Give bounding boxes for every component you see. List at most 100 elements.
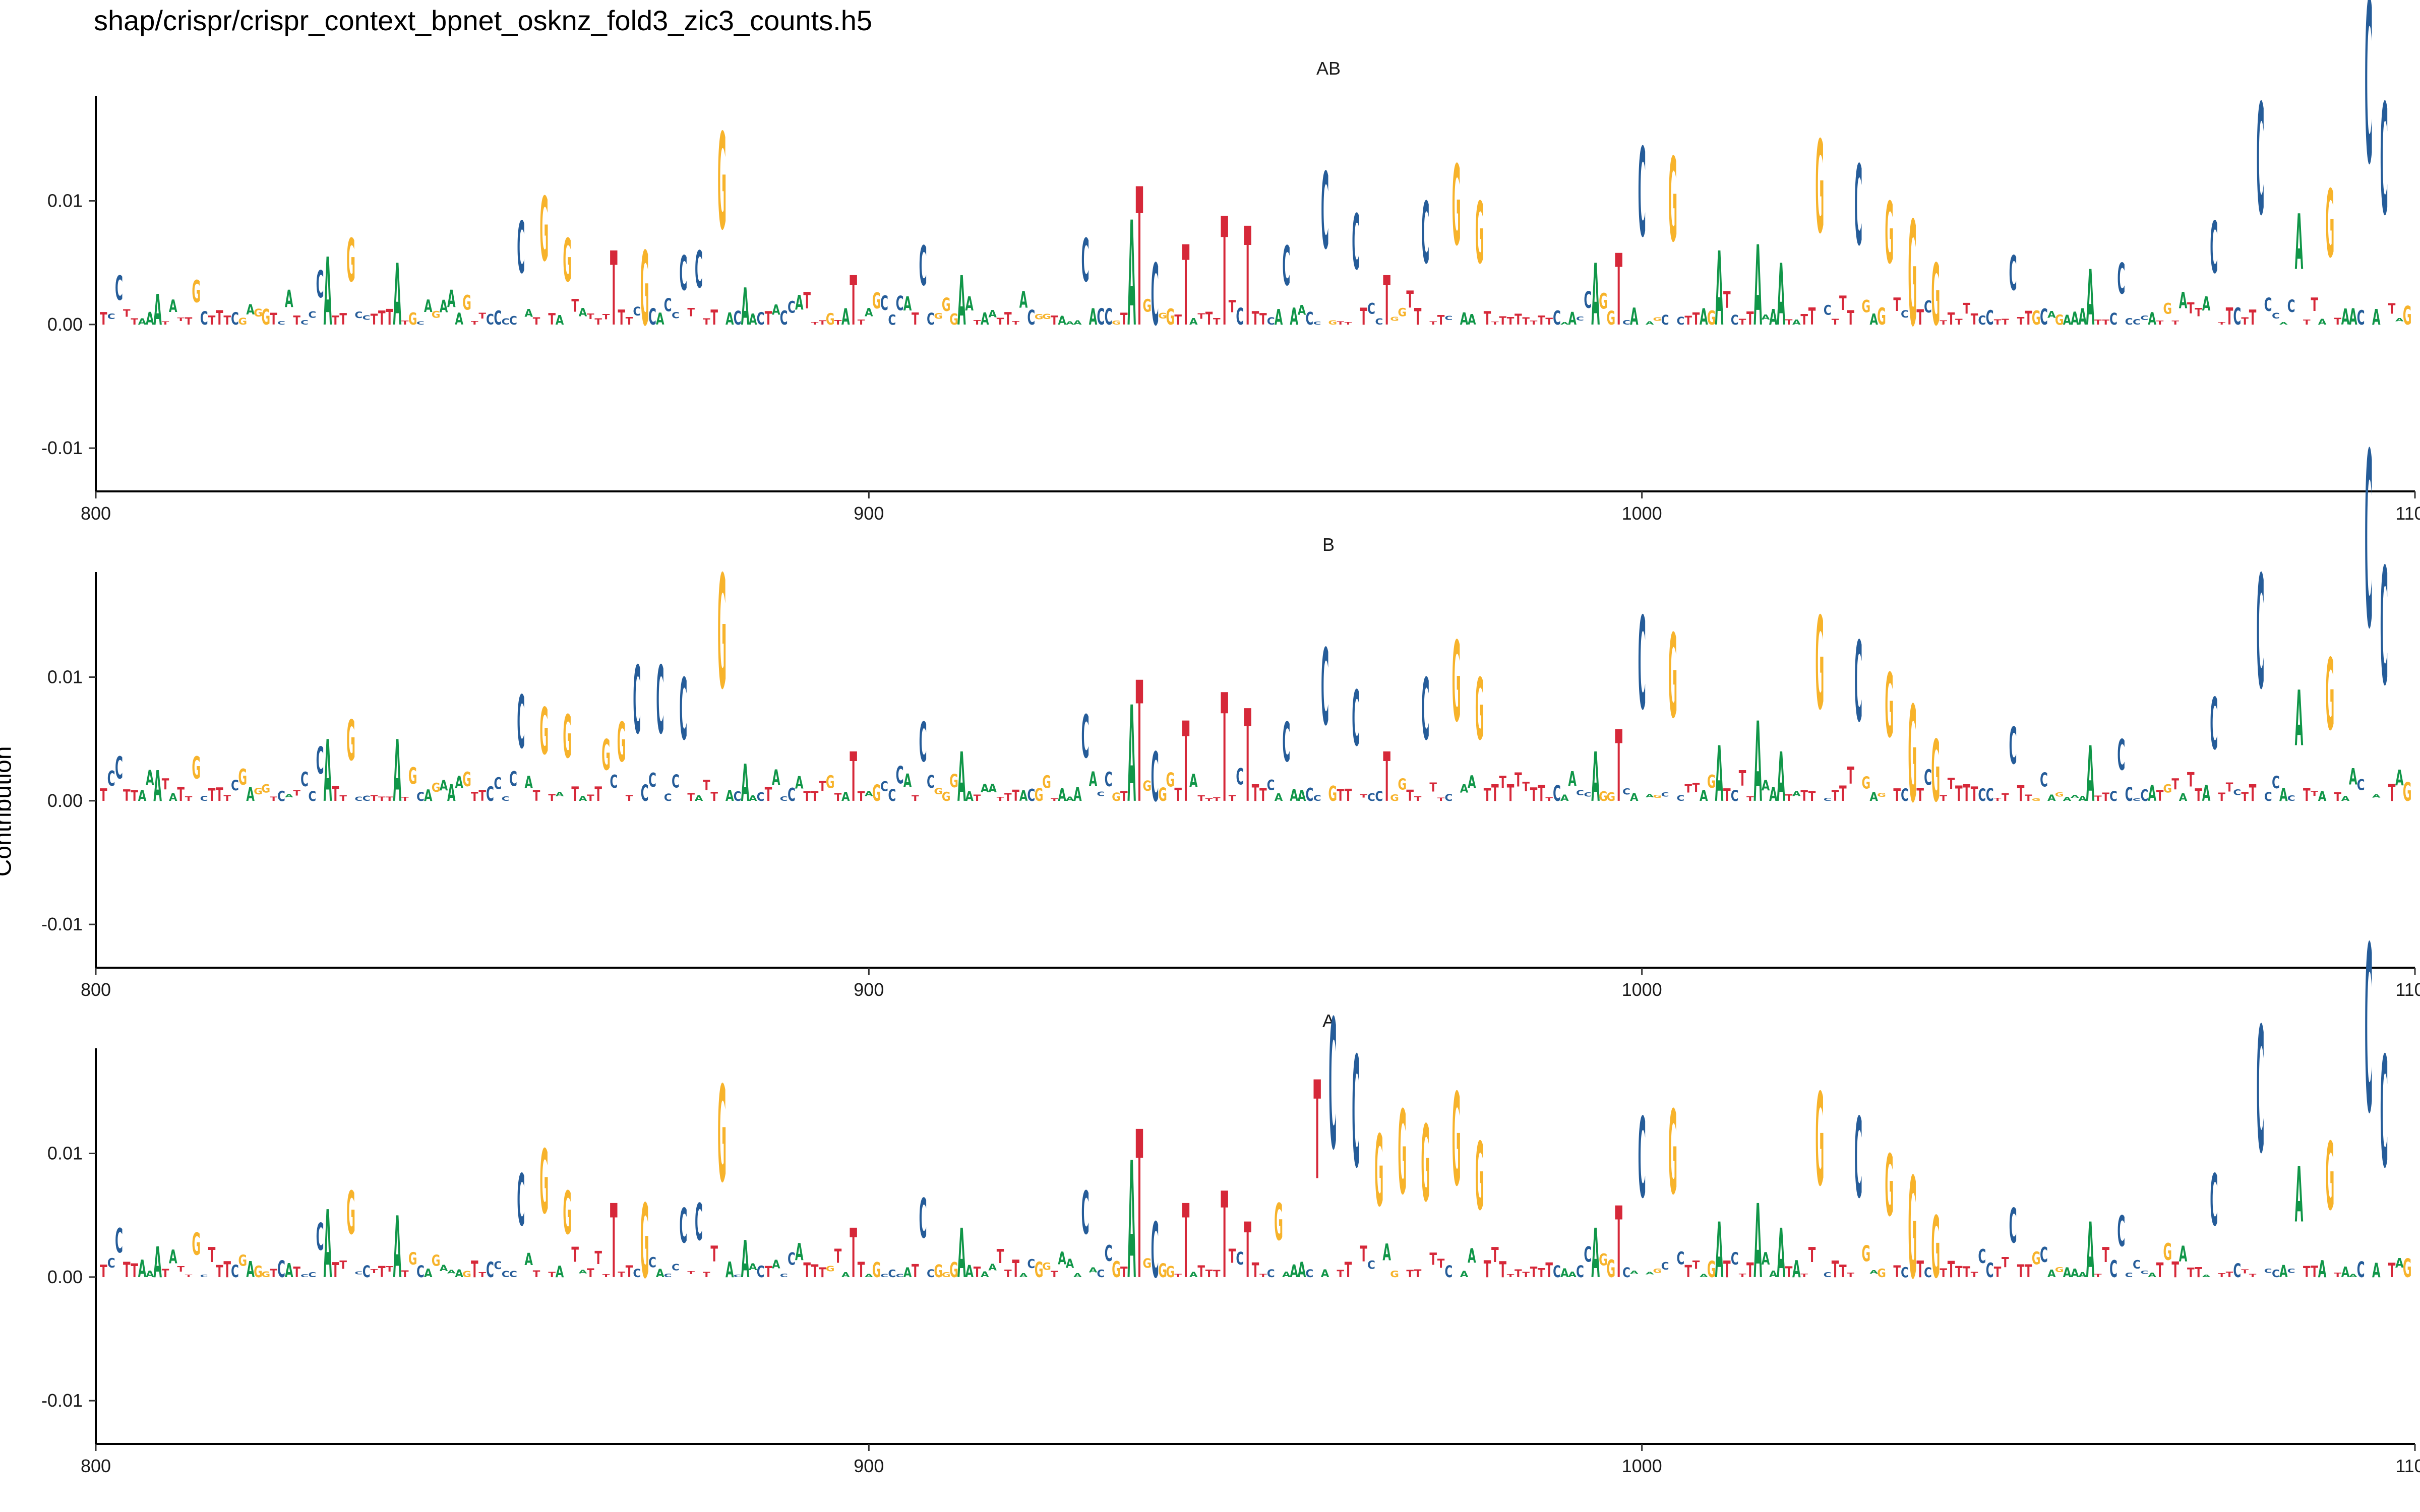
logo-letter-G: G: [1035, 784, 1044, 805]
logo-letter-T: T: [2249, 1273, 2257, 1278]
logo-letter-A: A: [2202, 781, 2211, 806]
logo-letter-T: T: [687, 306, 695, 320]
logo-letter-T: T: [1259, 1273, 1267, 1279]
logo-letter-A: A: [1089, 304, 1098, 330]
logo-letter-A: A: [1189, 771, 1198, 792]
logo-letter-C: C: [1638, 122, 1646, 265]
logo-letter-T: T: [401, 1268, 409, 1279]
logo-letter-C: C: [1576, 789, 1584, 798]
logo-letter-C: C: [679, 247, 687, 302]
logo-letter-A: A: [146, 1269, 154, 1279]
logo-letter-T: T: [223, 313, 231, 328]
logo-letter-G: G: [949, 1258, 958, 1282]
logo-letter-C: C: [2365, 0, 2373, 215]
logo-letter-C: C: [1375, 789, 1383, 804]
logo-letter-C: C: [734, 1274, 742, 1278]
logo-letter-C: C: [1027, 305, 1035, 329]
logo-letter-A: A: [1869, 311, 1878, 329]
logo-letter-T: T: [1847, 762, 1854, 789]
logo-letter-T: T: [471, 320, 478, 326]
logo-letter-T: T: [2156, 788, 2164, 805]
logo-letter-T: T: [2334, 1272, 2341, 1279]
logo-letter-G: G: [872, 289, 881, 314]
logo-letter-C: C: [362, 314, 371, 322]
logo-letter-C: C: [2009, 247, 2017, 302]
logo-letter-C: C: [1282, 712, 1290, 775]
logo-letter-G: G: [238, 316, 248, 327]
logo-letter-C: C: [664, 295, 672, 316]
logo-letter-T: T: [293, 312, 300, 328]
logo-letter-C: C: [1236, 304, 1244, 331]
logo-letter-T: T: [1182, 1183, 1190, 1301]
logo-letter-C: C: [2264, 1268, 2272, 1274]
logo-letter-G: G: [254, 786, 263, 796]
logo-letter-C: C: [896, 293, 904, 316]
logo-letter-C: C: [1986, 784, 1994, 805]
logo-letter-A: A: [2349, 304, 2357, 330]
logo-letter-A: A: [2279, 784, 2288, 805]
logo-letter-G: G: [942, 294, 951, 316]
logo-letter-C: C: [780, 307, 788, 329]
logo-letter-T: T: [2187, 1265, 2195, 1280]
logo-letter-A: A: [2202, 293, 2211, 316]
logo-letter-C: C: [2210, 1159, 2218, 1242]
logo-letter-G: G: [432, 781, 441, 795]
logo-letter-G: G: [2163, 300, 2172, 318]
logo-letter-T: T: [1313, 1052, 1321, 1210]
logo-letter-A: A: [324, 723, 332, 822]
logo-letter-T: T: [974, 1264, 981, 1281]
logo-letter-A: A: [749, 311, 757, 329]
logo-letter-T: T: [100, 309, 107, 329]
logo-letter-T: T: [1522, 316, 1530, 327]
logo-letter-T: T: [1484, 784, 1491, 805]
logo-letter-G: G: [2163, 783, 2172, 795]
logo-letter-C: C: [1236, 765, 1244, 790]
y-tick-label: 0.00: [47, 1267, 83, 1287]
logo-letter-T: T: [1916, 1256, 1924, 1283]
logo-letter-A: A: [424, 1267, 433, 1280]
logo-letter-C: C: [300, 769, 309, 791]
logo-letter-T: T: [533, 1268, 540, 1279]
logo-letter-T: T: [386, 1265, 393, 1274]
logo-letter-T: T: [2017, 781, 2025, 806]
logo-letter-T: T: [2002, 1254, 2009, 1270]
logo-letter-T: T: [1491, 780, 1499, 806]
logo-letter-A: A: [1715, 731, 1724, 819]
logo-letter-T: T: [1994, 1264, 2002, 1281]
logo-letter-G: G: [254, 307, 263, 320]
logo-letter-C: C: [1236, 1248, 1244, 1269]
logo-letter-A: A: [2179, 1242, 2188, 1267]
logo-letter-C: C: [1105, 304, 1113, 330]
logo-letter-G: G: [1166, 304, 1175, 330]
logo-letter-G: G: [1375, 1114, 1384, 1229]
logo-letter-T: T: [912, 309, 919, 329]
logo-letter-C: C: [880, 292, 888, 315]
logo-letter-G: G: [563, 703, 572, 771]
logo-letter-T: T: [2002, 791, 2009, 803]
logo-letter-C: C: [2272, 1268, 2280, 1279]
logo-letter-A: A: [1715, 1207, 1724, 1295]
logo-letter-A: A: [1460, 309, 1469, 329]
logo-letter-C: C: [2117, 1208, 2125, 1256]
logo-letter-C: C: [1352, 199, 1360, 287]
logo-letter-T: T: [2102, 791, 2109, 803]
logo-letter-C: C: [1661, 1259, 1669, 1272]
logo-letter-G: G: [462, 769, 471, 791]
logo-letter-T: T: [618, 305, 625, 330]
logo-letter-A: A: [1762, 313, 1770, 322]
logo-letter-G: G: [2055, 311, 2064, 328]
logo-letter-A: A: [656, 1268, 664, 1280]
logo-letter-A: A: [579, 306, 587, 319]
logo-letter-T: T: [2303, 319, 2311, 327]
logo-letter-T: T: [587, 793, 595, 803]
logo-letter-T: T: [177, 317, 185, 322]
logo-letter-G: G: [346, 226, 355, 295]
logo-letter-A: A: [2318, 788, 2327, 804]
logo-letter-C: C: [277, 320, 285, 326]
logo-letter-T: T: [1948, 309, 1955, 329]
logo-letter-C: C: [200, 795, 208, 803]
logo-letter-T: T: [594, 783, 602, 806]
logo-letter-C: C: [231, 309, 239, 329]
logo-letter-C: C: [502, 1269, 510, 1279]
